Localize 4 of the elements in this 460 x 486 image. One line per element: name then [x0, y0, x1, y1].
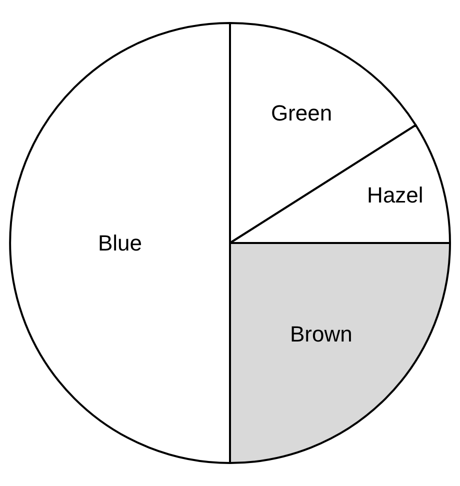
slice-label: Brown: [290, 322, 352, 347]
slice-label: Blue: [98, 230, 142, 256]
slice-label: Hazel: [367, 182, 424, 208]
slice-label: Green: [270, 100, 332, 126]
